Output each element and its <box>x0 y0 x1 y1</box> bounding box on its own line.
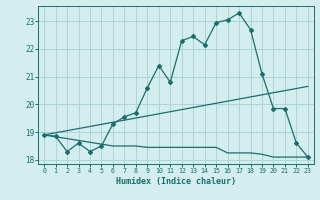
X-axis label: Humidex (Indice chaleur): Humidex (Indice chaleur) <box>116 177 236 186</box>
